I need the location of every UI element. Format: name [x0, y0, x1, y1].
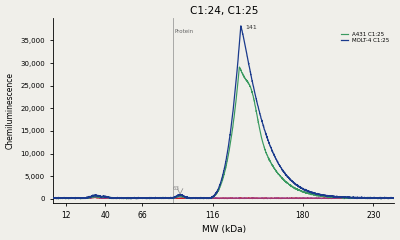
MOLT-4 C1:25: [386, 197, 390, 199]
MOLT-4 C1:25: [196, 196, 201, 199]
Text: 63: 63: [173, 186, 180, 191]
MOLT-4 C1:25: [51, 196, 56, 199]
Legend: A431 C1:25, MOLT-4 C1:25: A431 C1:25, MOLT-4 C1:25: [339, 30, 392, 45]
A431 C1:25: [196, 196, 201, 199]
MOLT-4 C1:25: [349, 196, 354, 199]
A431 C1:25: [90, 196, 94, 198]
Title: C1:24, C1:25: C1:24, C1:25: [190, 6, 258, 16]
A431 C1:25: [182, 196, 186, 199]
A431 C1:25: [392, 196, 397, 199]
Line: A431 C1:25: A431 C1:25: [53, 67, 394, 199]
A431 C1:25: [51, 196, 56, 199]
MOLT-4 C1:25: [182, 195, 186, 198]
A431 C1:25: [237, 66, 242, 68]
Text: Protein: Protein: [174, 29, 194, 34]
A431 C1:25: [110, 197, 115, 200]
A431 C1:25: [386, 197, 390, 200]
Line: MOLT-4 C1:25: MOLT-4 C1:25: [53, 26, 394, 199]
X-axis label: MW (kDa): MW (kDa): [202, 225, 246, 234]
Y-axis label: Chemiluminescence: Chemiluminescence: [6, 72, 14, 149]
MOLT-4 C1:25: [238, 24, 243, 27]
MOLT-4 C1:25: [129, 198, 134, 200]
MOLT-4 C1:25: [392, 197, 397, 199]
MOLT-4 C1:25: [110, 197, 115, 200]
MOLT-4 C1:25: [90, 195, 94, 198]
A431 C1:25: [124, 198, 129, 200]
Text: 141: 141: [245, 24, 257, 30]
A431 C1:25: [349, 196, 354, 199]
